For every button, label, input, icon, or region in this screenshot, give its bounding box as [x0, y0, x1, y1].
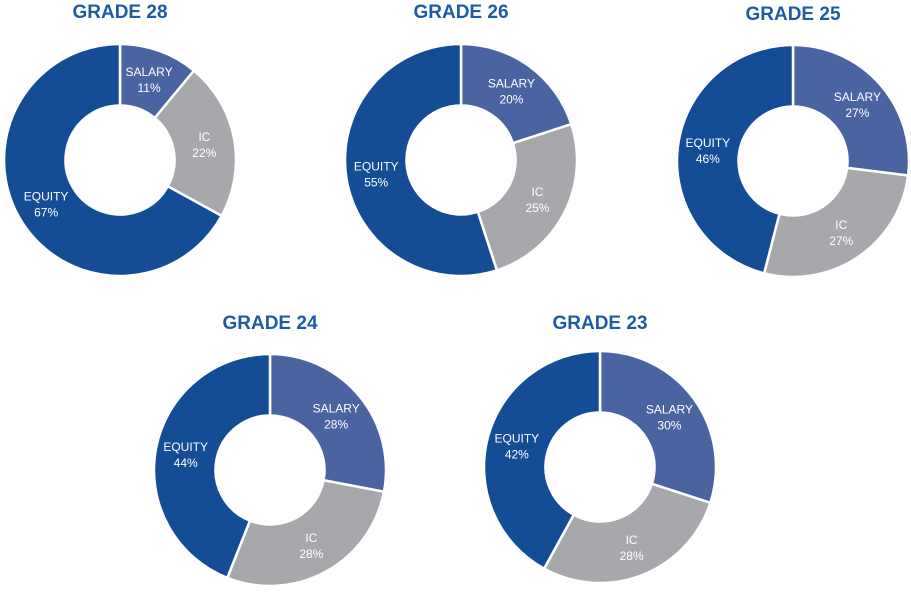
grade-28-equity-label: EQUITY [24, 190, 69, 204]
grade-26-title: GRADE 26 [413, 2, 509, 23]
grade-24-equity-value: 44% [174, 456, 198, 470]
grade-23-salary-label: SALARY [646, 403, 693, 417]
grade-26-ic-slice [476, 122, 579, 272]
grade-25-salary-slice [791, 43, 911, 177]
grade-24-equity-label: EQUITY [163, 440, 208, 454]
grade-26-ic-value: 25% [525, 201, 549, 215]
grade-24-ic-label: IC [305, 531, 317, 545]
grade-23-ic-value: 28% [620, 549, 644, 563]
grade-23-equity-slice [482, 349, 602, 570]
grade-25-ic-slice [762, 166, 910, 279]
grade-28-equity-value: 67% [34, 206, 58, 220]
grade-25-ic-label: IC [835, 218, 847, 232]
grade-26-equity-label: EQUITY [354, 159, 399, 173]
grade-26-ic-label: IC [531, 185, 543, 199]
grade-25-equity-value: 46% [696, 152, 720, 166]
grade-28-ic-value: 22% [192, 146, 216, 160]
grade-25-ic-value: 27% [829, 234, 853, 248]
grade-24-salary-value: 28% [324, 417, 348, 431]
grade-28-ic-label: IC [198, 130, 210, 144]
grade-24-ic-value: 28% [299, 547, 323, 561]
grade-25-salary-label: SALARY [834, 90, 881, 104]
grade-23-equity-value: 42% [505, 448, 529, 462]
grade-23-title: GRADE 23 [552, 313, 648, 334]
grade-25-salary-value: 27% [845, 106, 869, 120]
grade-26-equity-value: 55% [364, 175, 388, 189]
grade-23-salary-value: 30% [657, 419, 681, 433]
grade-24-ic-slice [226, 478, 386, 588]
grade-23-ic-label: IC [626, 533, 638, 547]
grade-28-ic-slice [153, 69, 238, 218]
grade-28-title: GRADE 28 [72, 2, 168, 23]
grade-24-title: GRADE 24 [222, 313, 318, 334]
grade-26-equity-slice [343, 42, 499, 278]
grade-26-salary-slice [459, 42, 573, 145]
grade-23-equity-label: EQUITY [495, 432, 540, 446]
grade-23-ic-slice [542, 482, 712, 585]
grade-28-equity-slice [2, 42, 223, 278]
grade-23-salary-slice [598, 349, 718, 505]
grade-24-salary-label: SALARY [313, 401, 360, 415]
grade-28-salary-label: SALARY [126, 65, 173, 79]
grade-25-equity-label: EQUITY [686, 136, 731, 150]
grade-24-equity-slice [152, 352, 272, 580]
grade-28-salary-value: 11% [138, 81, 161, 95]
grade-24-salary-slice [268, 352, 388, 493]
grade-26-salary-label: SALARY [488, 77, 535, 91]
grade-26-salary-value: 20% [499, 93, 523, 107]
grade-25-equity-slice [675, 43, 795, 275]
grade-25-title: GRADE 25 [745, 4, 841, 25]
